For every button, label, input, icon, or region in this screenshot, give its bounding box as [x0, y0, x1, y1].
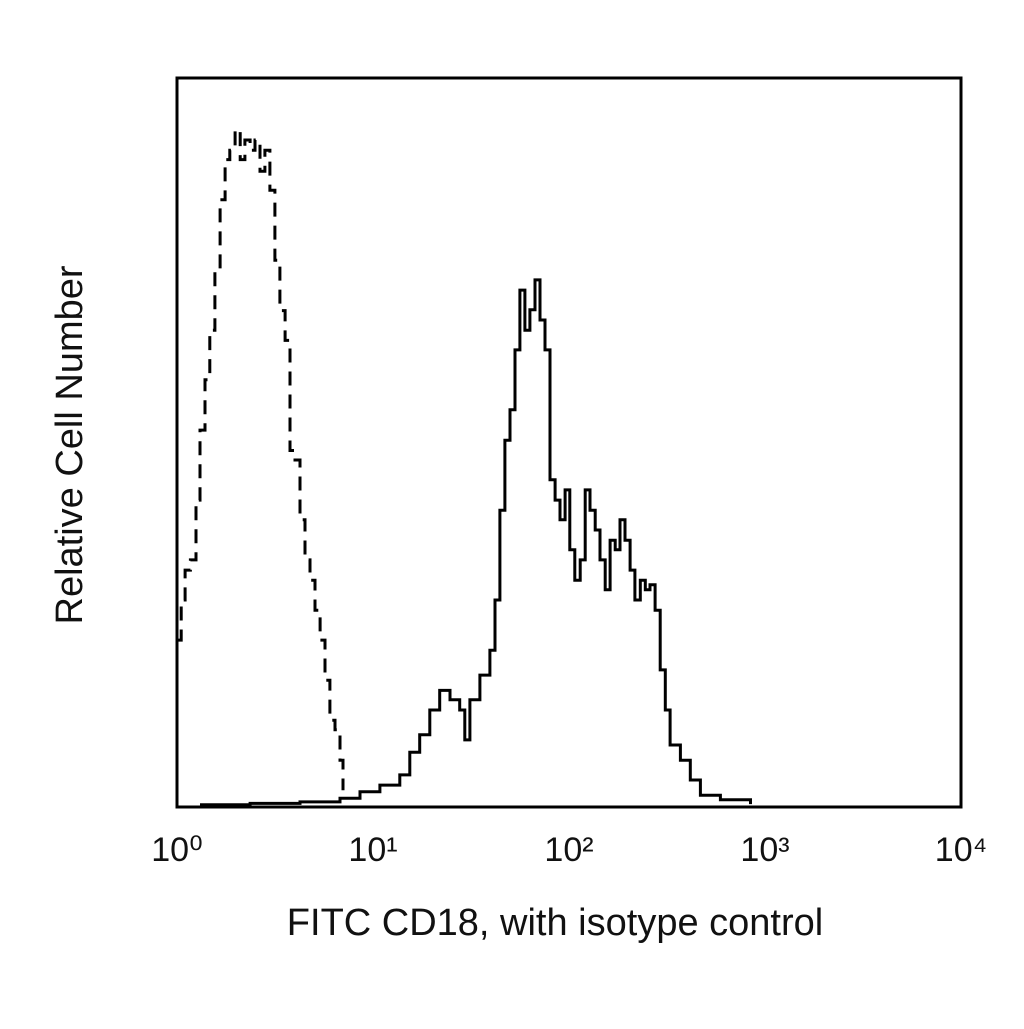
x-tick-label: 10³: [740, 831, 789, 869]
histogram-line: [200, 278, 752, 807]
histogram-line: [177, 128, 345, 791]
x-tick-label: 10⁴: [935, 831, 987, 869]
x-tick-label: 10²: [544, 831, 593, 869]
plot-frame: [175, 76, 963, 809]
y-axis-label: Relative Cell Number: [49, 265, 91, 624]
x-tick-label: 10⁰: [151, 831, 202, 869]
x-tick-label: 10¹: [348, 831, 397, 869]
x-axis-label: FITC CD18, with isotype control: [287, 902, 823, 944]
